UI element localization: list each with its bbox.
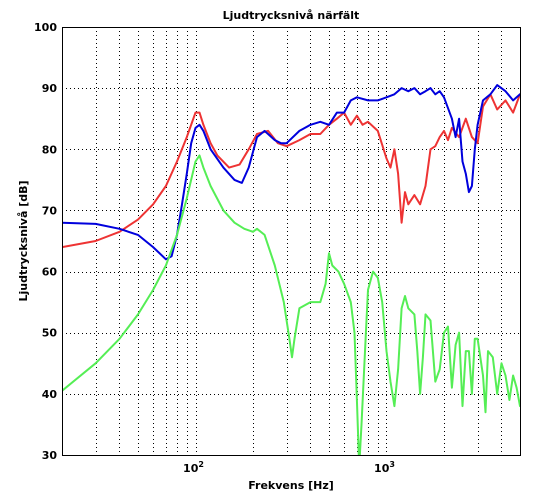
y-axis-label: Ljudtrycksnivå [dB] <box>17 180 30 301</box>
x-tick-label: 103 <box>374 460 395 475</box>
x-axis-label: Frekvens [Hz] <box>248 479 334 492</box>
series-line-2 <box>62 84 520 261</box>
y-tick-label: 80 <box>42 143 58 156</box>
series-line-3 <box>62 154 520 455</box>
x-tick-labels: 102 103 <box>183 460 395 475</box>
y-tick-label: 40 <box>42 388 58 401</box>
y-tick-label: 30 <box>42 449 58 462</box>
plot-frame <box>62 27 521 456</box>
y-tick-label: 50 <box>42 327 58 340</box>
y-tick-label: 60 <box>42 266 58 279</box>
chart-title: Ljudtrycksnivå närfält <box>223 9 360 22</box>
y-tick-label: 90 <box>42 82 58 95</box>
x-tick-label: 102 <box>183 460 204 475</box>
y-tick-labels: 30 40 50 60 70 80 90 100 <box>34 21 57 462</box>
y-tick-label: 100 <box>34 21 57 34</box>
grid <box>62 27 520 455</box>
y-tick-label: 70 <box>42 204 58 217</box>
series-layer <box>62 84 520 455</box>
